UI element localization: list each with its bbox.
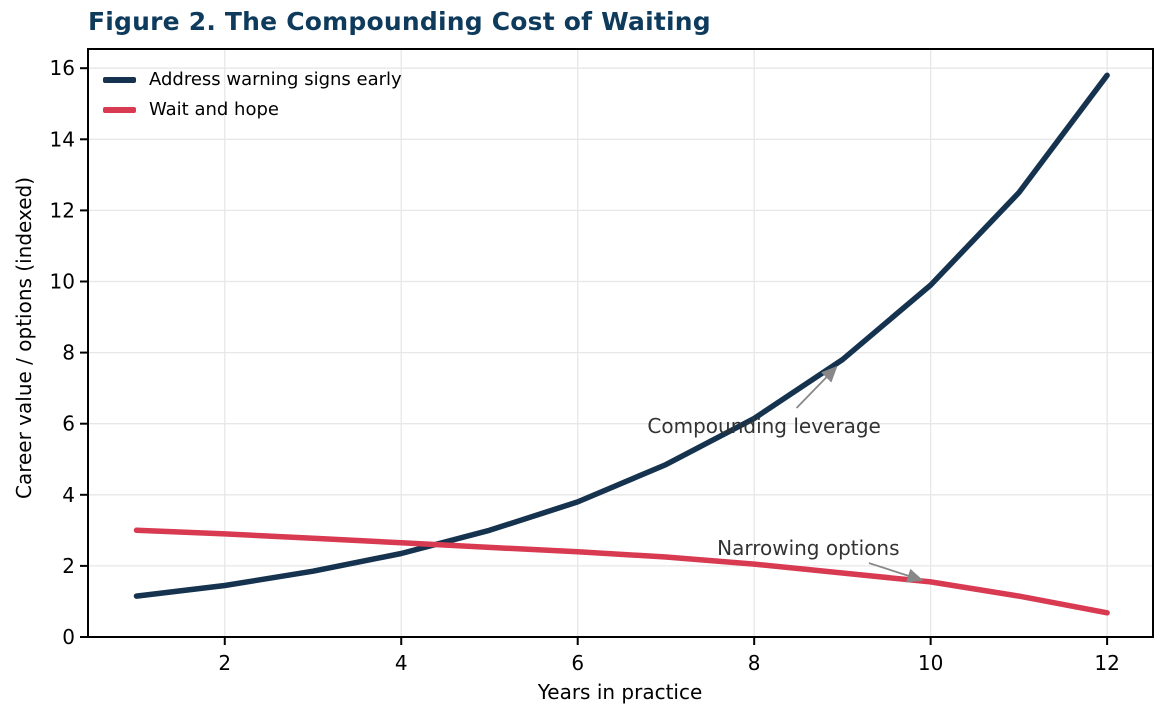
y-tick-label: 8	[62, 341, 75, 365]
y-tick-label: 10	[50, 269, 75, 293]
series-line-wait	[133, 527, 1110, 616]
y-tick-label: 16	[50, 56, 75, 80]
legend-swatch-early	[103, 76, 136, 83]
series-line-early	[133, 72, 1110, 599]
legend-label-wait: Wait and hope	[149, 99, 279, 120]
x-tick-label: 12	[1094, 651, 1119, 675]
y-tick-label: 12	[50, 198, 75, 222]
legend-label-early: Address warning signs early	[149, 69, 402, 90]
x-tick-label: 10	[918, 651, 943, 675]
legend-item-wait: Wait and hope	[103, 98, 402, 121]
y-tick-label: 6	[62, 412, 75, 436]
legend-item-early: Address warning signs early	[103, 68, 402, 91]
y-tick-label: 0	[62, 625, 75, 649]
x-tick-label: 4	[395, 651, 408, 675]
x-tick-label: 2	[218, 651, 231, 675]
x-axis-label: Years in practice	[537, 680, 703, 704]
x-tick-label: 8	[748, 651, 761, 675]
y-tick-label: 2	[62, 554, 75, 578]
y-tick-label: 4	[62, 483, 75, 507]
plot-border	[87, 48, 1154, 638]
x-tick-label: 6	[571, 651, 584, 675]
legend: Address warning signs early Wait and hop…	[103, 68, 402, 121]
y-axis-label: Career value / options (indexed)	[12, 176, 36, 500]
legend-swatch-wait	[103, 106, 136, 113]
annotation-arrow	[795, 365, 838, 409]
annotation-text: Narrowing options	[717, 536, 899, 560]
annotation-arrow	[868, 562, 924, 583]
figure-title: Figure 2. The Compounding Cost of Waitin…	[88, 7, 711, 36]
y-tick-label: 14	[50, 127, 75, 151]
annotation-text: Compounding leverage	[647, 414, 880, 438]
